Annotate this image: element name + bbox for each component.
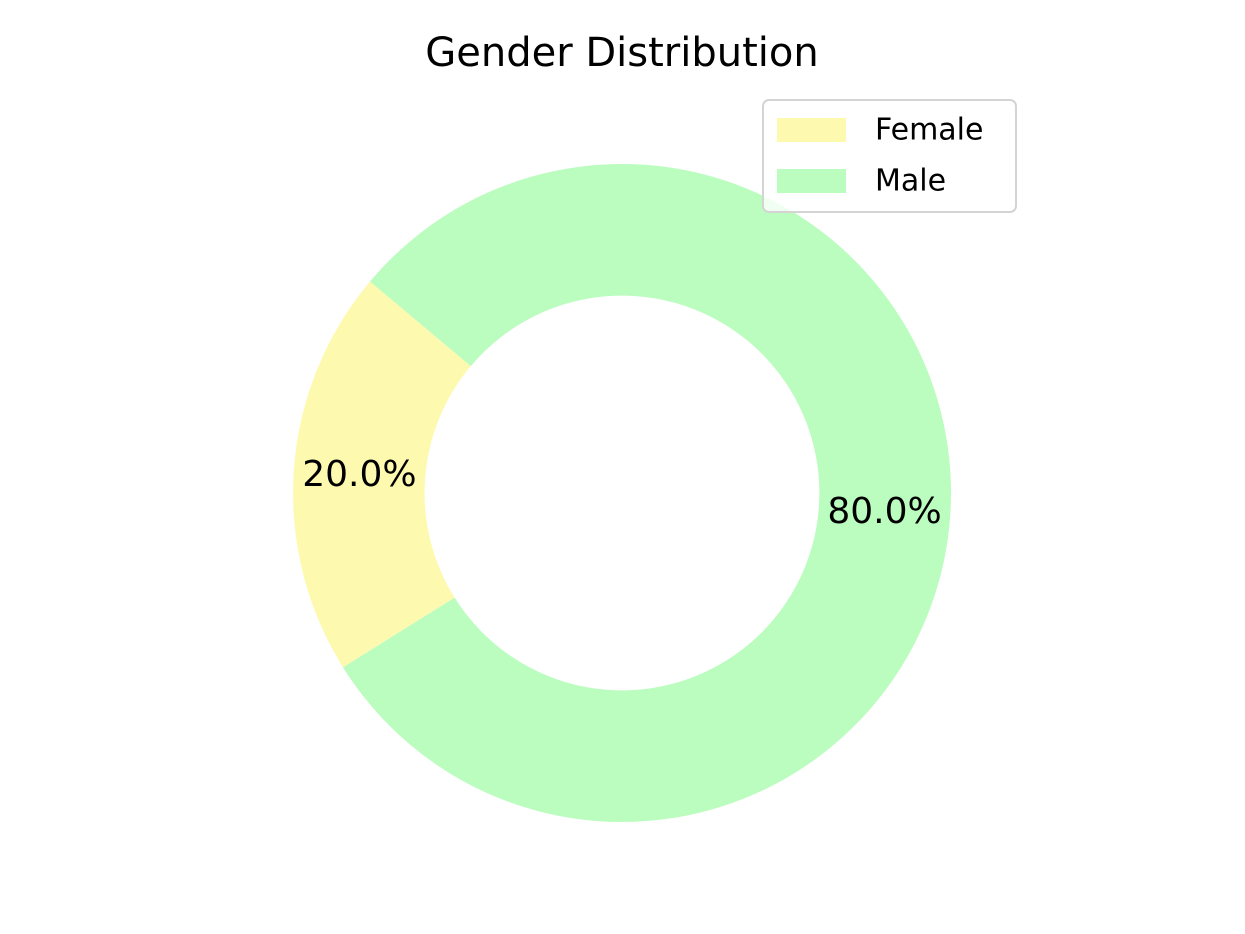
donut-slice-female [293, 281, 471, 668]
legend: Female Male [762, 99, 1017, 213]
legend-label-female: Female [875, 113, 983, 148]
donut-slices [293, 163, 951, 822]
slice-label-male: 80.0% [827, 491, 941, 532]
legend-swatch-male [777, 169, 846, 193]
legend-label-male: Male [875, 164, 946, 199]
donut-slice-male [342, 163, 951, 822]
chart-title: Gender Distribution [425, 30, 818, 76]
legend-swatch-female [777, 118, 846, 142]
slice-label-female: 20.0% [302, 454, 416, 495]
legend-entries: Female Male [777, 113, 983, 199]
slice-labels: 20.0% 80.0% [302, 454, 941, 532]
